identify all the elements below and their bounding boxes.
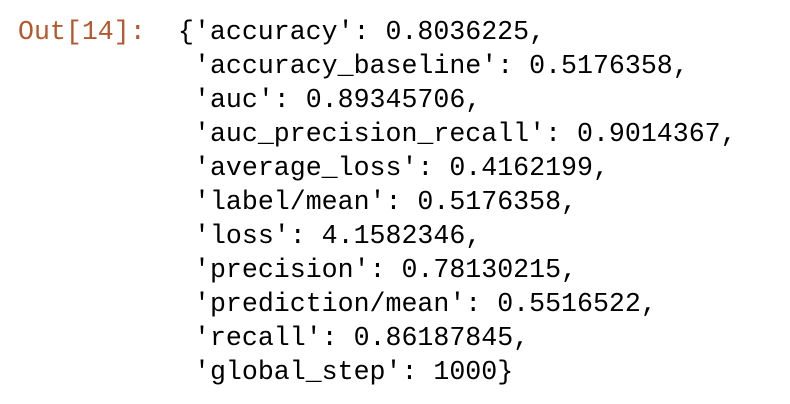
output-line: 'accuracy_baseline': 0.5176358, (194, 51, 689, 81)
output-prompt: Out[14]: (18, 17, 146, 47)
output-line: 'average_loss': 0.4162199, (194, 153, 609, 183)
output-line: 'prediction/mean': 0.5516522, (194, 289, 657, 319)
output-line: 'global_step': 1000} (194, 357, 514, 387)
output-line: 'auc_precision_recall': 0.9014367, (194, 119, 737, 149)
output-line: 'precision': 0.78130215, (194, 255, 578, 285)
output-line: 'recall': 0.86187845, (194, 323, 530, 353)
output-text: {'accuracy': 0.8036225, 'accuracy_baselin… (178, 15, 737, 389)
output-line: {'accuracy': 0.8036225, (178, 17, 546, 47)
output-line: 'auc': 0.89345706, (194, 85, 482, 115)
output-line: 'label/mean': 0.5176358, (194, 187, 578, 217)
output-line: 'loss': 4.1582346, (194, 221, 482, 251)
